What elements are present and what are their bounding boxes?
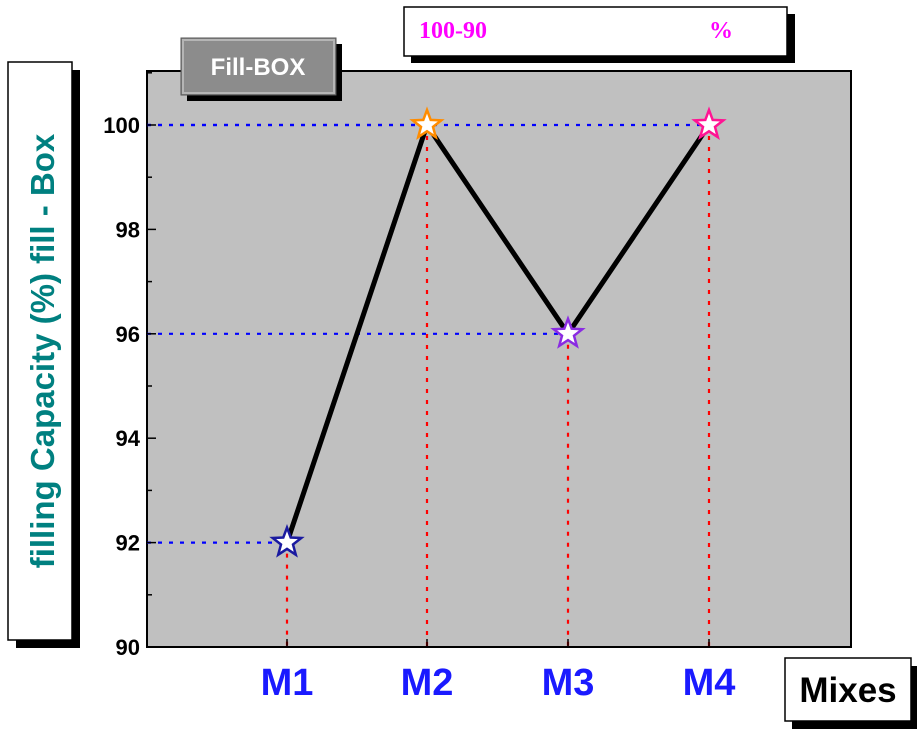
star-marker-m3 (550, 315, 586, 349)
x-axis-title: Mixes (799, 671, 896, 710)
y-tick-label: 90 (116, 635, 140, 660)
y-tick-label: 100 (103, 113, 140, 138)
x-category-label-m4: M4 (683, 662, 736, 704)
y-tick-label: 96 (116, 322, 140, 347)
y-tick-label: 92 (116, 531, 140, 556)
box-title-text: Fill-BOX (211, 54, 306, 81)
star-marker-m1 (269, 524, 305, 558)
range-left-text: 100-90 (419, 18, 487, 44)
x-axis-title-box: Mixes (784, 657, 917, 729)
y-axis: 90 92 94 96 98 100 (103, 72, 156, 660)
star-marker-m2 (409, 106, 445, 140)
x-category-label-m2: M2 (401, 662, 454, 704)
range-right-text: % (709, 18, 733, 44)
y-tick-label: 98 (116, 217, 140, 242)
markers (269, 106, 727, 558)
x-category-label-m3: M3 (542, 662, 595, 704)
y-axis-title-box: filling Capacity (%) fill - Box (7, 61, 80, 648)
series-line (284, 119, 712, 544)
star-marker-m4 (691, 106, 727, 140)
box-title-label: Fill-BOX (180, 37, 342, 101)
x-category-label-m1: M1 (261, 662, 314, 704)
y-tick-label: 94 (116, 426, 141, 451)
series-polyline (284, 119, 712, 544)
y-axis-title: filling Capacity (%) fill - Box (24, 133, 61, 568)
x-axis: M1 M2 M3 M4 (261, 639, 736, 704)
range-label: 100-90 % (403, 6, 795, 63)
plot-area (146, 70, 852, 648)
